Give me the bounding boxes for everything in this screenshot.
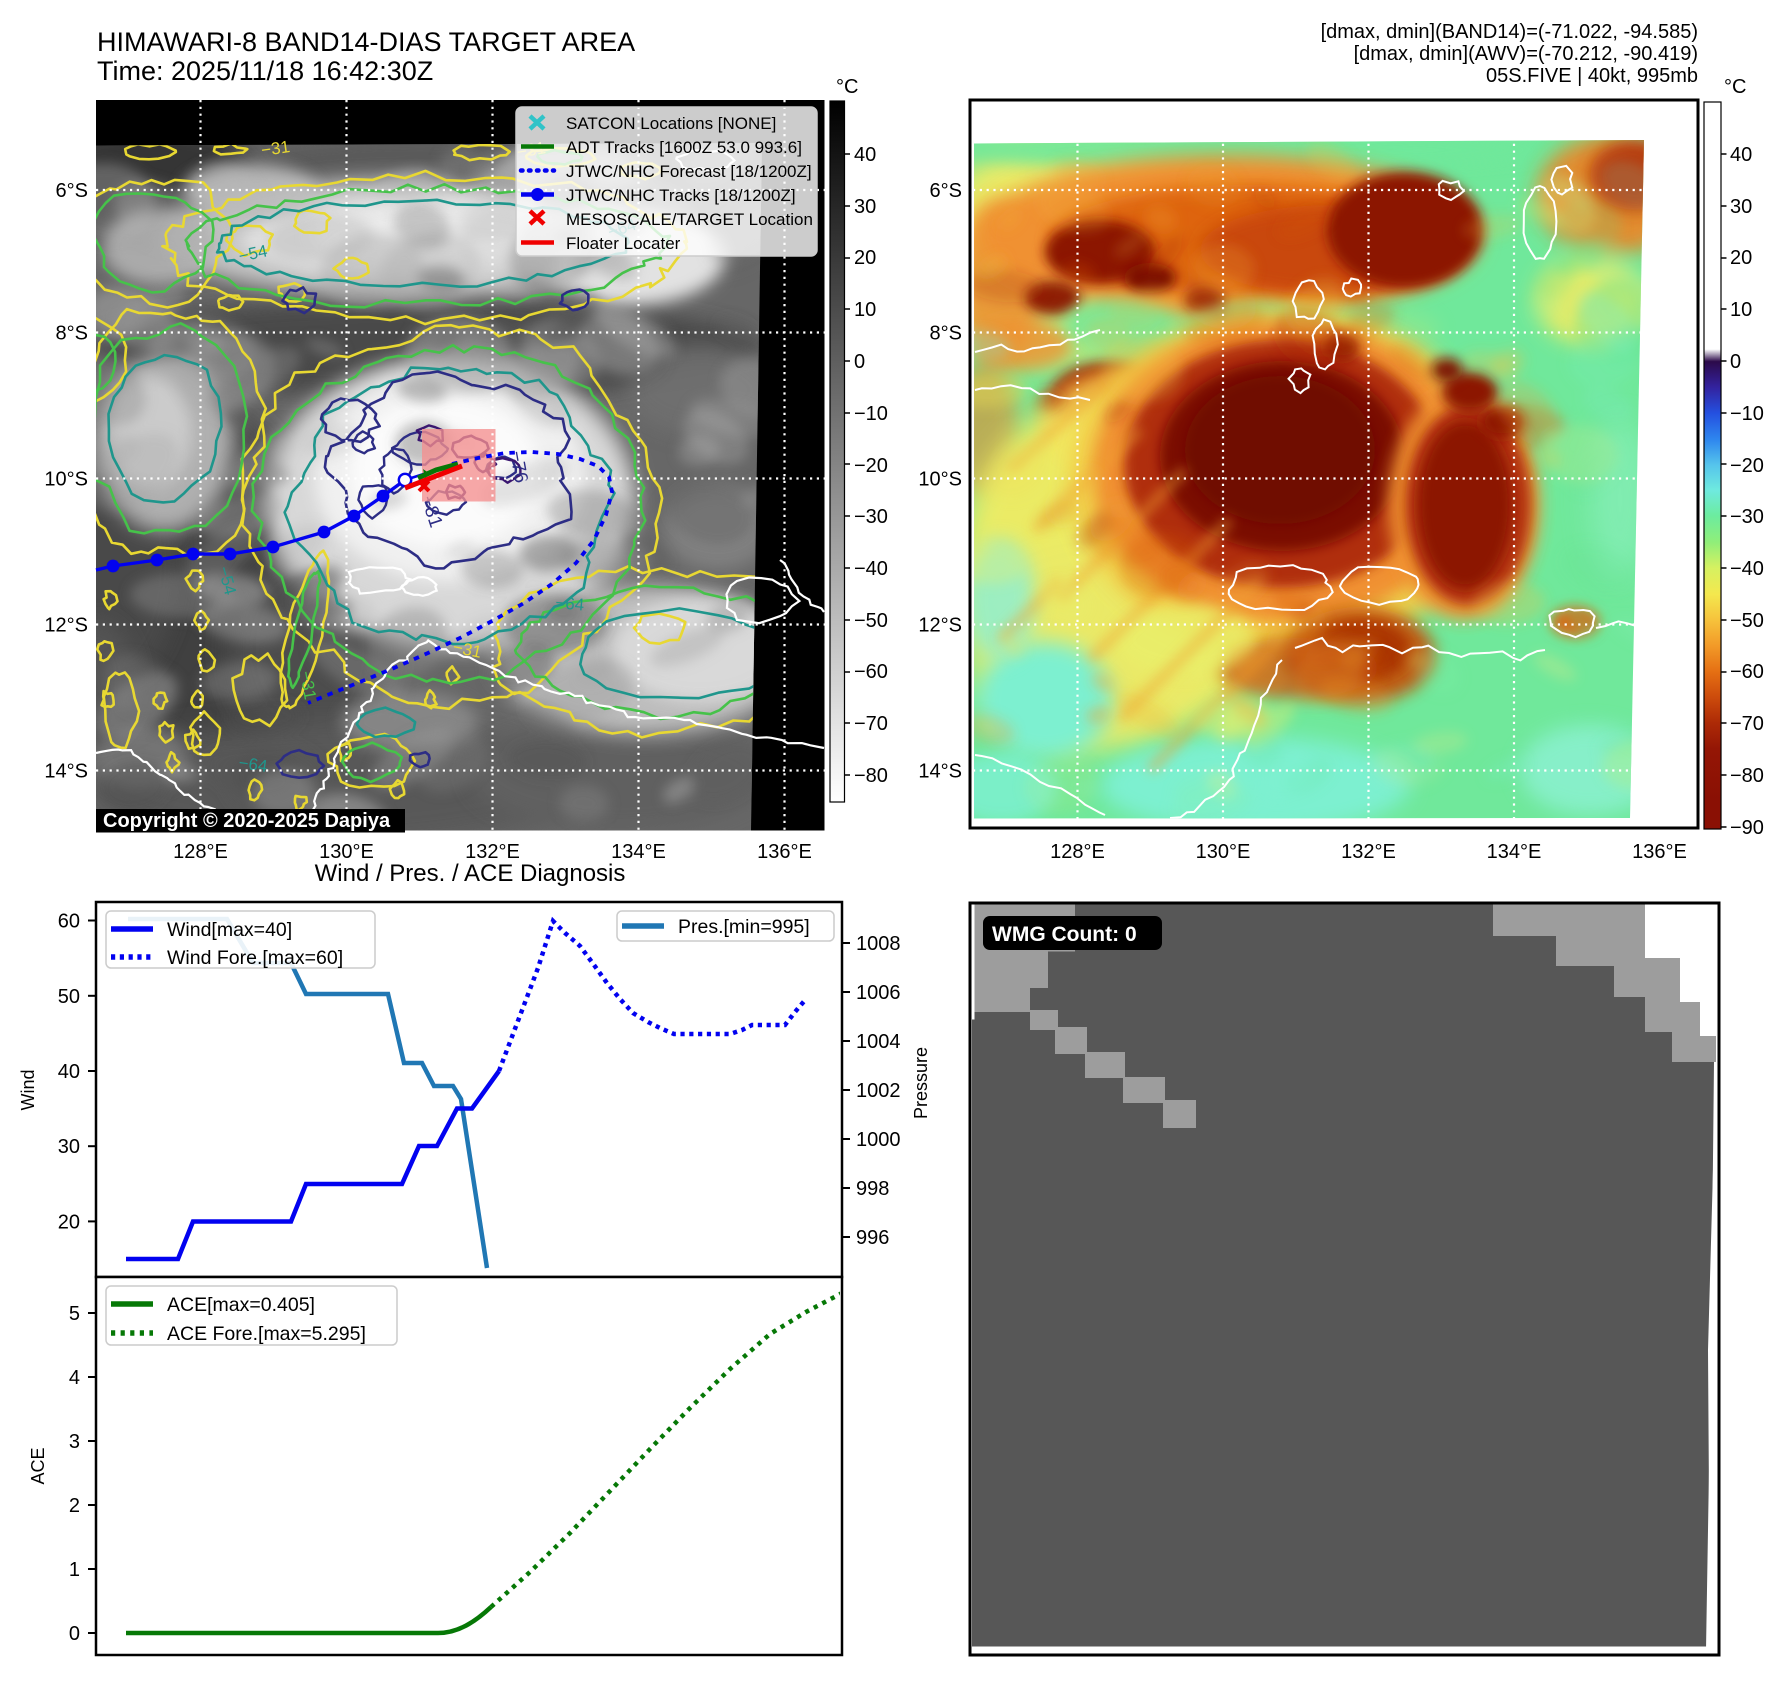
svg-text:−20: −20 [854, 455, 888, 477]
svg-text:60: 60 [58, 911, 80, 933]
svg-text:1008: 1008 [856, 933, 901, 955]
svg-text:−10: −10 [1730, 403, 1764, 425]
svg-text:30: 30 [854, 196, 876, 218]
svg-text:128°E: 128°E [1050, 841, 1105, 863]
svg-text:−70: −70 [1730, 713, 1764, 735]
svg-text:−40: −40 [1730, 558, 1764, 580]
svg-text:1004: 1004 [856, 1031, 901, 1053]
svg-text:0: 0 [69, 1623, 80, 1645]
svg-text:6°S: 6°S [930, 180, 962, 202]
svg-text:132°E: 132°E [1341, 841, 1396, 863]
svg-text:8°S: 8°S [56, 323, 88, 345]
svg-text:14°S: 14°S [44, 761, 88, 783]
svg-text:−64: −64 [555, 593, 585, 614]
svg-text:°C: °C [1724, 76, 1746, 98]
svg-text:JTWC/NHC Tracks [18/1200Z]: JTWC/NHC Tracks [18/1200Z] [566, 186, 796, 205]
svg-text:1006: 1006 [856, 982, 901, 1004]
svg-text:Pres.[min=995]: Pres.[min=995] [678, 916, 810, 938]
svg-text:−40: −40 [854, 558, 888, 580]
svg-text:50: 50 [58, 986, 80, 1008]
svg-text:−60: −60 [1730, 661, 1764, 683]
svg-text:0: 0 [854, 351, 865, 373]
svg-text:ACE: ACE [28, 1447, 48, 1484]
svg-text:Wind: Wind [18, 1069, 38, 1110]
svg-text:−80: −80 [854, 765, 888, 787]
svg-text:3: 3 [69, 1431, 80, 1453]
svg-text:−31: −31 [260, 137, 291, 160]
svg-text:1002: 1002 [856, 1080, 901, 1102]
svg-text:−30: −30 [1730, 506, 1764, 528]
svg-text:−60: −60 [854, 661, 888, 683]
svg-text:12°S: 12°S [44, 615, 88, 637]
svg-text:−31: −31 [296, 669, 320, 701]
svg-text:1: 1 [69, 1559, 80, 1581]
svg-text:Floater Locater: Floater Locater [566, 234, 681, 253]
svg-text:130°E: 130°E [1196, 841, 1251, 863]
svg-text:−64: −64 [237, 753, 268, 776]
svg-text:134°E: 134°E [611, 841, 666, 863]
svg-text:10°S: 10°S [918, 469, 962, 491]
svg-text:[dmax, dmin](BAND14)=(-71.022,: [dmax, dmin](BAND14)=(-71.022, -94.585) [1321, 21, 1698, 43]
svg-text:30: 30 [58, 1136, 80, 1158]
svg-text:4: 4 [69, 1367, 80, 1389]
svg-text:20: 20 [1730, 247, 1752, 269]
svg-text:MESOSCALE/TARGET Location: MESOSCALE/TARGET Location [566, 210, 813, 229]
svg-text:Wind Fore.[max=60]: Wind Fore.[max=60] [167, 947, 343, 969]
svg-text:°C: °C [836, 76, 858, 98]
svg-text:−70: −70 [854, 713, 888, 735]
svg-text:ACE[max=0.405]: ACE[max=0.405] [167, 1294, 315, 1316]
svg-text:20: 20 [854, 247, 876, 269]
svg-text:40: 40 [1730, 144, 1752, 166]
svg-text:136°E: 136°E [1632, 841, 1687, 863]
svg-text:SATCON Locations [NONE]: SATCON Locations [NONE] [566, 114, 776, 133]
svg-text:40: 40 [854, 144, 876, 166]
svg-text:10°S: 10°S [44, 469, 88, 491]
svg-text:Time: 2025/11/18 16:42:30Z: Time: 2025/11/18 16:42:30Z [97, 56, 433, 86]
svg-text:−50: −50 [854, 610, 888, 632]
svg-text:10: 10 [1730, 299, 1752, 321]
svg-text:−10: −10 [854, 403, 888, 425]
svg-text:05S.FIVE | 40kt, 995mb: 05S.FIVE | 40kt, 995mb [1486, 65, 1698, 87]
svg-text:10: 10 [854, 299, 876, 321]
svg-text:134°E: 134°E [1487, 841, 1542, 863]
svg-text:Wind[max=40]: Wind[max=40] [167, 919, 292, 941]
svg-text:Pressure: Pressure [911, 1047, 931, 1119]
svg-text:8°S: 8°S [930, 323, 962, 345]
svg-text:−80: −80 [1730, 765, 1764, 787]
svg-text:6°S: 6°S [56, 180, 88, 202]
svg-text:136°E: 136°E [757, 841, 812, 863]
svg-text:JTWC/NHC Forecast [18/1200Z]: JTWC/NHC Forecast [18/1200Z] [566, 162, 812, 181]
svg-text:Copyright © 2020-2025 Dapiya: Copyright © 2020-2025 Dapiya [103, 810, 391, 832]
svg-text:130°E: 130°E [319, 841, 374, 863]
svg-text:5: 5 [69, 1303, 80, 1325]
svg-text:30: 30 [1730, 196, 1752, 218]
svg-text:0: 0 [1730, 351, 1741, 373]
svg-text:Wind / Pres. / ACE Diagnosis: Wind / Pres. / ACE Diagnosis [315, 860, 626, 887]
svg-text:HIMAWARI-8 BAND14-DIAS TARGET: HIMAWARI-8 BAND14-DIAS TARGET AREA [97, 27, 635, 57]
svg-text:132°E: 132°E [465, 841, 520, 863]
svg-text:128°E: 128°E [173, 841, 228, 863]
svg-text:ADT Tracks [1600Z 53.0 993.6]: ADT Tracks [1600Z 53.0 993.6] [566, 138, 802, 157]
svg-text:1000: 1000 [856, 1129, 901, 1151]
svg-text:−20: −20 [1730, 455, 1764, 477]
svg-text:14°S: 14°S [918, 761, 962, 783]
svg-text:996: 996 [856, 1227, 889, 1249]
svg-text:40: 40 [58, 1061, 80, 1083]
svg-text:−50: −50 [1730, 610, 1764, 632]
svg-text:−90: −90 [1730, 817, 1764, 839]
svg-text:WMG Count: 0: WMG Count: 0 [992, 923, 1137, 946]
svg-text:20: 20 [58, 1211, 80, 1233]
svg-text:ACE Fore.[max=5.295]: ACE Fore.[max=5.295] [167, 1323, 366, 1345]
svg-text:998: 998 [856, 1178, 889, 1200]
svg-text:−30: −30 [854, 506, 888, 528]
svg-text:12°S: 12°S [918, 615, 962, 637]
svg-text:2: 2 [69, 1495, 80, 1517]
svg-text:[dmax, dmin](AWV)=(-70.212, -9: [dmax, dmin](AWV)=(-70.212, -90.419) [1354, 43, 1698, 65]
